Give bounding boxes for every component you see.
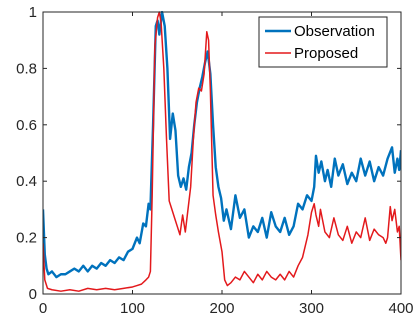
y-tick-label: 0.6 <box>16 117 37 134</box>
x-tick-label: 400 <box>388 300 413 317</box>
y-tick-label: 1 <box>29 4 37 21</box>
x-tick-label: 100 <box>120 300 145 317</box>
legend: Observation Proposed <box>259 17 387 67</box>
y-tick-label: 0.2 <box>16 230 37 247</box>
legend-label-proposed: Proposed <box>294 45 358 62</box>
y-tick-label: 0.4 <box>16 173 37 190</box>
x-tick-label: 200 <box>209 300 234 317</box>
x-tick-label: 300 <box>299 300 324 317</box>
legend-label-observation: Observation <box>294 23 375 40</box>
y-tick-label: 0 <box>29 286 37 303</box>
y-tick-label: 0.8 <box>16 60 37 77</box>
x-tick-label: 0 <box>39 300 47 317</box>
